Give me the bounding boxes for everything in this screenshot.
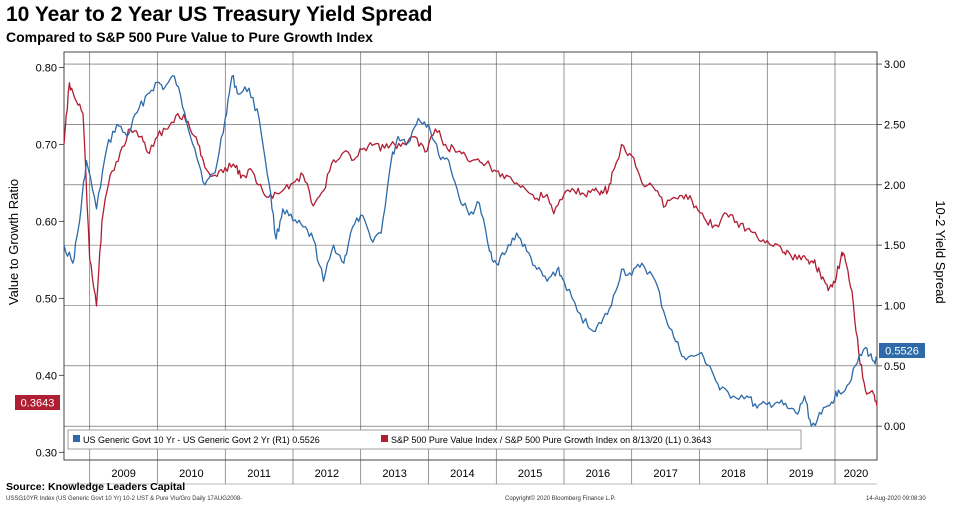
left-tick-label: 0.80	[36, 62, 57, 74]
legend-label-ratio: S&P 500 Pure Value Index / S&P 500 Pure …	[391, 435, 711, 445]
source-note: Source: Knowledge Leaders Capital	[6, 481, 186, 493]
y-axis-left-label: Value to Growth Ratio	[6, 179, 21, 305]
series-line-yield-spread	[63, 74, 878, 427]
last-value-badge-spread: 0.5526	[879, 343, 925, 358]
right-tick-label: 2.50	[884, 119, 905, 131]
x-tick-label: 2009	[111, 468, 135, 480]
left-tick-label: 0.30	[36, 447, 57, 459]
badge-text-ratio: 0.3643	[21, 398, 55, 410]
left-tick-label: 0.40	[36, 370, 57, 382]
y-axis-right-label: 10-2 Yield Spread	[933, 200, 948, 303]
plot-frame	[63, 51, 878, 461]
series-line-value-growth-ratio	[63, 82, 878, 407]
footer-timestamp: 14-Aug-2020 09:08:30	[866, 496, 926, 502]
right-tick-label: 2.00	[884, 180, 905, 192]
axis-labels: 0.00 0.50 1.00 1.50 2.00 2.50 3.00 0.30 0.40 0.50…	[36, 59, 905, 485]
legend: US Generic Govt 10 Yr - US Generic Govt …	[67, 429, 802, 450]
x-tick-label: 2018	[721, 468, 745, 480]
x-tick-label: 2012	[315, 468, 339, 480]
left-tick-label: 0.50	[36, 293, 57, 305]
legend-swatch-spread	[73, 435, 80, 442]
right-tick-label: 1.50	[884, 240, 905, 252]
footer-index-note: USSG10YR Index (US Generic Govt 10 Yr) 1…	[6, 496, 243, 502]
x-tick-label: 2013	[382, 468, 406, 480]
x-tick-label: 2019	[789, 468, 813, 480]
series-lines	[63, 74, 878, 427]
left-tick-label: 0.60	[36, 216, 57, 228]
legend-box	[67, 429, 802, 450]
x-tick-label: 2011	[247, 468, 271, 480]
x-tick-label: 2020	[844, 468, 868, 480]
last-value-badge-ratio: 0.3643	[15, 395, 60, 410]
chart-subtitle: Compared to S&P 500 Pure Value to Pure G…	[6, 29, 373, 45]
legend-label-spread: US Generic Govt 10 Yr - US Generic Govt …	[83, 435, 320, 445]
footer-copyright: Copyright© 2020 Bloomberg Finance L.P.	[505, 496, 616, 502]
right-tick-label: 0.50	[884, 361, 905, 373]
right-tick-label: 1.00	[884, 300, 905, 312]
legend-swatch-ratio	[381, 435, 388, 442]
left-tick-label: 0.70	[36, 139, 57, 151]
grid-lines	[64, 52, 877, 460]
badge-bg-spread	[879, 343, 925, 358]
right-tick-label: 3.00	[884, 59, 905, 71]
right-tick-label: 0.00	[884, 421, 905, 433]
x-tick-label: 2016	[586, 468, 610, 480]
x-tick-label: 2017	[653, 468, 677, 480]
x-tick-label: 2010	[179, 468, 203, 480]
x-tick-label: 2015	[518, 468, 542, 480]
badge-bg-ratio	[15, 395, 60, 410]
chart-title: 10 Year to 2 Year US Treasury Yield Spre…	[6, 3, 433, 26]
badge-text-spread: 0.5526	[885, 346, 919, 358]
x-tick-label: 2014	[450, 468, 474, 480]
